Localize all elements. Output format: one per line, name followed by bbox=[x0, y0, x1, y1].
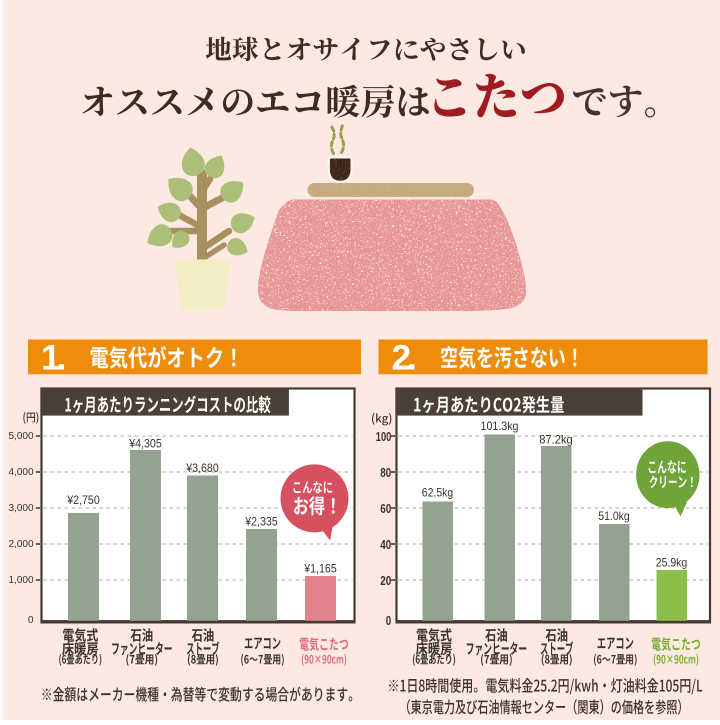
svg-text:0: 0 bbox=[386, 614, 392, 628]
svg-text:80: 80 bbox=[380, 466, 391, 480]
svg-text:2: 2 bbox=[392, 338, 412, 378]
svg-text:1: 1 bbox=[41, 338, 61, 378]
svg-text:4,000: 4,000 bbox=[9, 467, 34, 478]
svg-text:5,000: 5,000 bbox=[9, 431, 34, 442]
svg-text:51.0kg: 51.0kg bbox=[598, 509, 630, 523]
svg-text:1,000: 1,000 bbox=[9, 575, 34, 586]
svg-text:3,000: 3,000 bbox=[9, 503, 34, 514]
svg-text:62.5kg: 62.5kg bbox=[422, 486, 454, 500]
svg-text:¥2,750: ¥2,750 bbox=[66, 493, 100, 507]
svg-text:20: 20 bbox=[380, 574, 391, 588]
svg-text:¥1,165: ¥1,165 bbox=[303, 562, 337, 576]
svg-text:.: . bbox=[407, 338, 417, 378]
svg-text:¥4,305: ¥4,305 bbox=[128, 437, 162, 451]
svg-text:101.3kg: 101.3kg bbox=[481, 419, 519, 433]
svg-text:.: . bbox=[57, 338, 67, 378]
svg-text:0: 0 bbox=[28, 615, 34, 626]
svg-text:25.9kg: 25.9kg bbox=[656, 555, 688, 569]
svg-text:87.2kg: 87.2kg bbox=[539, 433, 573, 447]
svg-text:¥3,680: ¥3,680 bbox=[185, 461, 219, 475]
svg-text:2,000: 2,000 bbox=[9, 539, 34, 550]
svg-text:40: 40 bbox=[380, 538, 391, 552]
svg-text:¥2,335: ¥2,335 bbox=[244, 515, 278, 529]
svg-text:60: 60 bbox=[380, 502, 391, 516]
svg-text:100: 100 bbox=[376, 430, 392, 444]
